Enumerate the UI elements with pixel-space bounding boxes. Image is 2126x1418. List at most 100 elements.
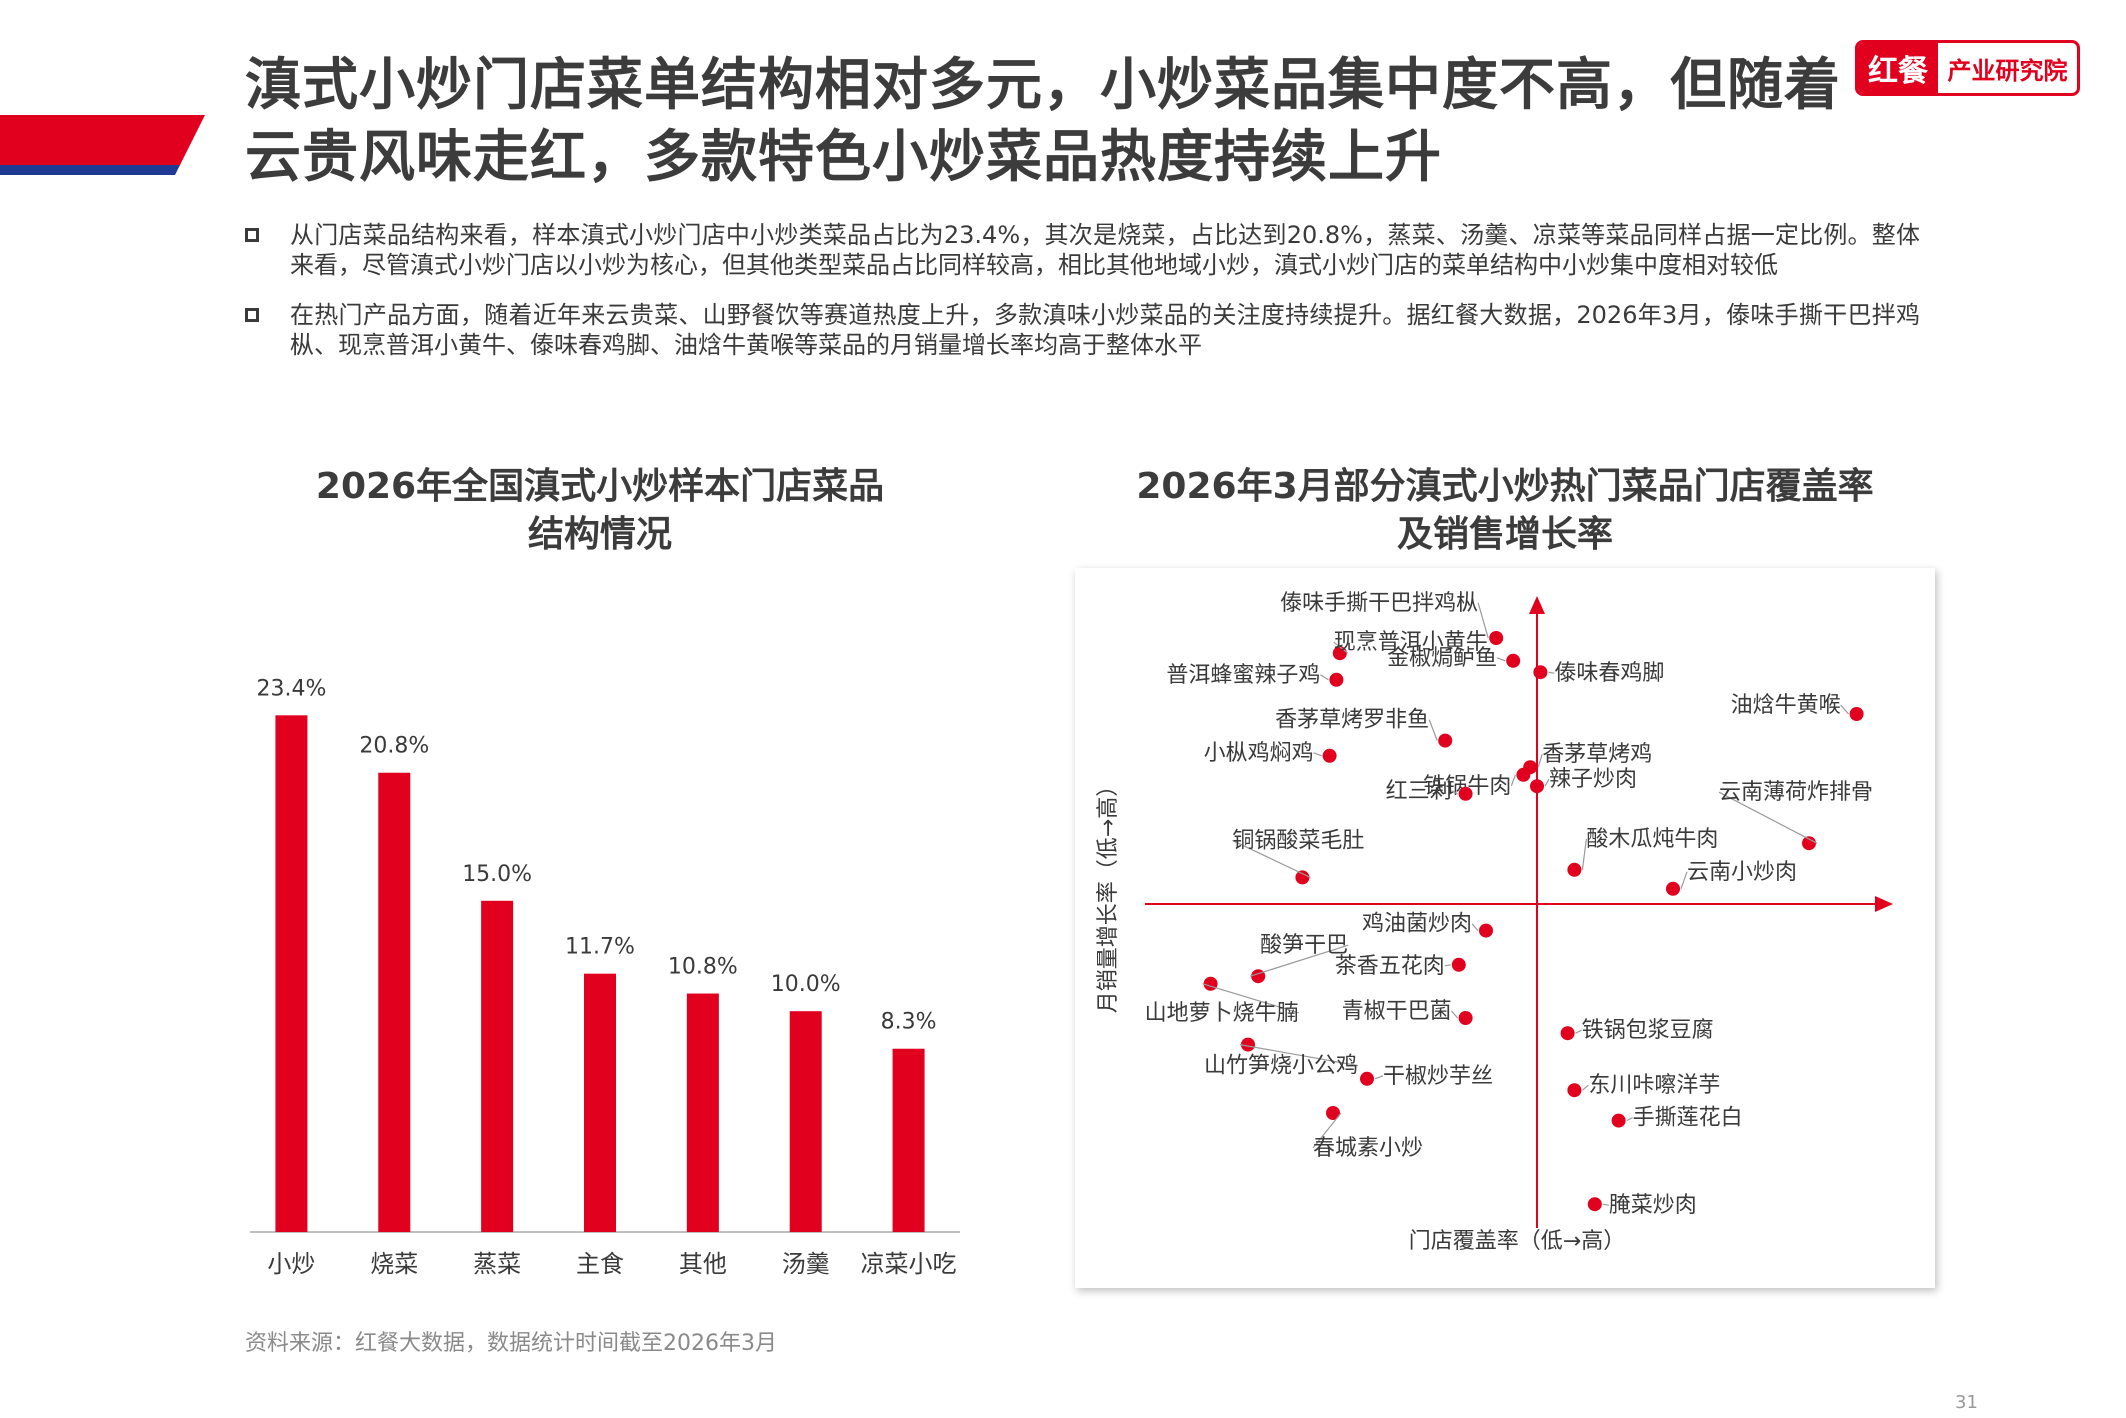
bar-category-label: 小炒 (267, 1250, 315, 1278)
bar (275, 715, 308, 1232)
scatter-y-axis-label: 月销量增长率（低→高） (1096, 775, 1121, 1013)
scatter-point (1251, 969, 1266, 984)
square-bullet-icon (245, 228, 259, 242)
brand-logo: 红餐 产业研究院 (1855, 40, 2080, 96)
scatter-point (1849, 707, 1864, 721)
leader-line (1444, 964, 1451, 967)
scatter-point-label: 干椒炒芋丝 (1383, 1064, 1493, 1089)
page-title: 滇式小炒门店菜单结构相对多元，小炒菜品集中度不高，但随着 云贵风味走红，多款特色… (245, 50, 1840, 194)
bullet-item: 从门店菜品结构来看，样本滇式小炒门店中小炒类菜品占比为23.4%，其次是烧菜，占… (245, 220, 1920, 280)
scatter-point-label: 香茅草烤鸡 (1542, 742, 1652, 767)
scatter-point-label: 铜锅酸菜毛肚 (1232, 828, 1364, 853)
accent-bar (0, 115, 205, 175)
bar (378, 772, 411, 1232)
scatter-point-label: 油焓牛黄喉 (1731, 693, 1841, 718)
bar-value-label: 10.8% (668, 955, 738, 980)
leader-line (1333, 641, 1349, 654)
bullet-item: 在热门产品方面，随着近年来云贵菜、山野餐饮等赛道热度上升，多款滇味小炒菜品的关注… (245, 300, 1920, 360)
leader-line (1250, 944, 1349, 977)
leader-line (1451, 1010, 1459, 1019)
scatter-point-label: 红三剁 (1386, 779, 1452, 804)
scatter-point-label: 山竹笋烧小公鸡 (1204, 1054, 1358, 1079)
scatter-point (1203, 976, 1218, 991)
scatter-point (1241, 1037, 1255, 1052)
bar-category-label: 汤羹 (782, 1250, 830, 1278)
leader-line (1313, 752, 1322, 757)
logo-mark: 红餐 (1858, 43, 1938, 93)
scatter-point-label: 酸笋干巴 (1260, 933, 1348, 958)
scatter-point (1489, 631, 1504, 645)
scatter-point (1666, 881, 1680, 896)
bar-category-label: 蒸菜 (473, 1250, 521, 1278)
leader-line (1718, 791, 1818, 844)
scatter-point-label: 东川咔嚓洋芋 (1588, 1073, 1720, 1098)
bar (892, 1048, 925, 1232)
scatter-point-label: 云南薄荷炸排骨 (1719, 780, 1873, 805)
scatter-chart-title: 2026年3月部分滇式小炒热门菜品门店覆盖率 及销售增长率 (1055, 463, 1955, 559)
scatter-point-label: 傣味手撕干巴拌鸡枞 (1280, 591, 1478, 616)
bar-category-label: 烧菜 (370, 1250, 418, 1278)
bar (686, 993, 719, 1232)
scatter-point-label: 云南小炒肉 (1687, 860, 1797, 885)
leader-line (1602, 1203, 1609, 1206)
scatter-point (1567, 862, 1582, 877)
data-source: 资料来源：红餐大数据，数据统计时间截至2026年3月 (245, 1331, 777, 1356)
leader-line (1496, 657, 1506, 662)
bar-category-label: 凉菜小吃 (861, 1250, 957, 1278)
leader-line (1581, 838, 1587, 870)
scatter-point (1530, 779, 1544, 794)
leader-line (1451, 790, 1458, 795)
scatter-point (1506, 653, 1521, 668)
scatter-point-label: 铁锅包浆豆腐 (1582, 1018, 1714, 1043)
scatter-point (1587, 1197, 1602, 1212)
scatter-point-label: 春城素小炒 (1313, 1136, 1423, 1161)
scatter-point (1360, 1071, 1374, 1086)
scatter-point (1611, 1113, 1626, 1128)
scatter-point-label: 香茅草烤罗非鱼 (1275, 708, 1429, 733)
scatter-point (1322, 748, 1337, 763)
scatter-point-label: 小枞鸡焖鸡 (1204, 741, 1314, 766)
scatter-x-axis-label: 门店覆盖率（低→高） (1409, 1229, 1625, 1254)
scatter-point-label: 山地萝卜烧牛腩 (1145, 1001, 1299, 1026)
logo-text: 产业研究院 (1947, 56, 2068, 85)
leader-line (1428, 719, 1438, 741)
leader-line (1232, 839, 1311, 878)
bar (789, 1011, 822, 1232)
bar-category-label: 其他 (679, 1250, 727, 1278)
leader-line (1477, 602, 1489, 639)
leader-line (1239, 1044, 1359, 1067)
square-bullet-icon (245, 308, 259, 322)
bar-value-label: 8.3% (881, 1010, 937, 1035)
scatter-point-label: 普洱蜂蜜辣子鸡 (1166, 663, 1320, 688)
leader-line (1202, 983, 1299, 1014)
scatter-chart-title-line-2: 及销售增长率 (1396, 514, 1613, 555)
leader-line (1320, 674, 1329, 681)
leader-line (1374, 1075, 1384, 1080)
scatter-chart: 门店覆盖率（低→高） 月销量增长率（低→高） 傣味手撕干巴拌鸡枞现烹普洱小黄牛金椒焗… (1096, 591, 1893, 1254)
scatter-point (1451, 957, 1466, 972)
leader-line (1840, 704, 1850, 715)
y-axis-arrow-icon (1529, 596, 1545, 614)
bar-value-label: 10.0% (771, 972, 841, 997)
scatter-point (1533, 665, 1548, 680)
page-title-line-2: 云贵风味走红，多款特色小炒菜品热度持续上升 (245, 125, 1442, 190)
scatter-point (1560, 1026, 1575, 1041)
scatter-point-label: 青椒干巴菌 (1342, 999, 1452, 1024)
leader-line (1680, 871, 1688, 889)
scatter-point (1802, 836, 1816, 851)
leader-line (1582, 1084, 1589, 1091)
leader-line (1544, 778, 1550, 787)
page-number: 31 (1955, 1392, 1978, 1413)
bullet-text: 从门店菜品结构来看，样本滇式小炒门店中小炒类菜品占比为23.4%，其次是烧菜，占… (290, 221, 1920, 279)
bar (481, 900, 514, 1232)
scatter-point-label: 茶香五花肉 (1335, 954, 1445, 979)
bar-chart-title-line-2: 结构情况 (527, 514, 672, 555)
leader-line (1312, 1112, 1342, 1149)
leader-line (1575, 1029, 1582, 1034)
scatter-point-label: 金椒焗鲈鱼 (1387, 646, 1497, 671)
bar-value-label: 11.7% (565, 935, 635, 960)
leader-line (1626, 1117, 1633, 1122)
scatter-chart-frame: 门店覆盖率（低→高） 月销量增长率（低→高） 傣味手撕干巴拌鸡枞 现烹普洱小黄牛 金椒焗… (1075, 568, 1935, 1288)
scatter-chart-title-line-1: 2026年3月部分滇式小炒热门菜品门店覆盖率 (1136, 466, 1874, 507)
bar-chart-title-line-1: 2026年全国滇式小炒样本门店菜品 (315, 466, 885, 507)
